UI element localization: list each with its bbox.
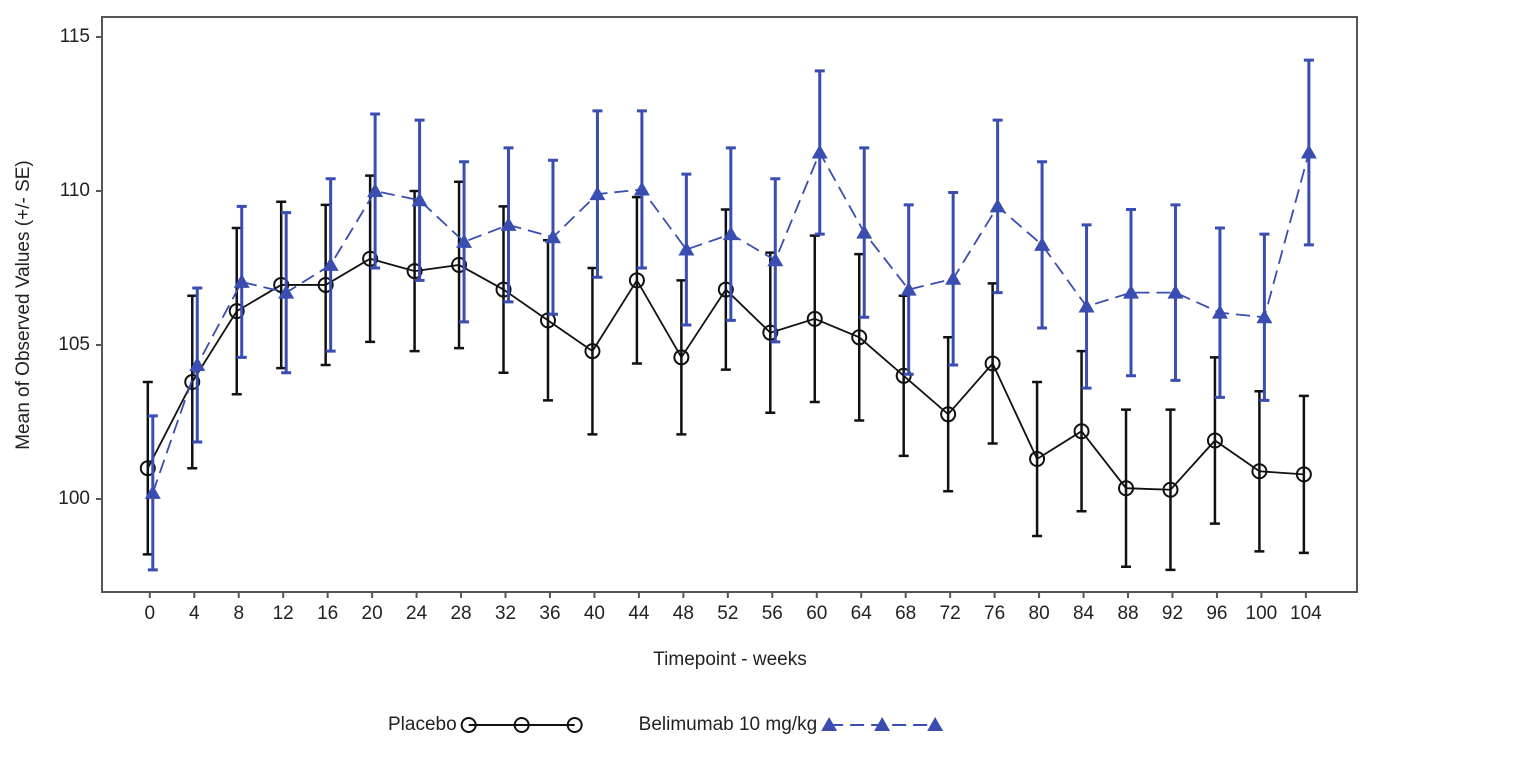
point xyxy=(184,373,201,390)
x-tick-label: 32 xyxy=(495,603,516,624)
x-tick-label: 24 xyxy=(406,603,428,624)
plot-frame xyxy=(101,16,1358,593)
point xyxy=(945,270,962,285)
point xyxy=(317,276,334,293)
y-tick-label: 100 xyxy=(58,488,90,509)
point xyxy=(811,144,828,159)
point xyxy=(1078,298,1095,313)
point xyxy=(900,281,917,296)
point xyxy=(1251,463,1268,480)
point xyxy=(989,198,1006,213)
point xyxy=(1206,432,1223,449)
point xyxy=(273,276,290,293)
x-tick-label: 40 xyxy=(584,603,605,624)
x-tick-label: 8 xyxy=(233,603,244,624)
point xyxy=(673,349,690,366)
point xyxy=(589,186,606,201)
x-tick-label: 92 xyxy=(1162,603,1183,624)
point xyxy=(362,250,379,267)
point xyxy=(584,343,601,360)
point xyxy=(1167,284,1184,299)
point xyxy=(895,367,912,384)
point xyxy=(1300,144,1317,159)
point xyxy=(228,303,245,320)
point xyxy=(767,252,784,267)
x-tick-label: 48 xyxy=(673,603,694,624)
point xyxy=(411,192,428,207)
point xyxy=(856,224,873,239)
x-tick-label: 88 xyxy=(1117,603,1138,624)
point xyxy=(1162,481,1179,498)
legend-label: Placebo xyxy=(388,714,457,735)
point xyxy=(1211,304,1228,319)
point xyxy=(1029,450,1046,467)
point xyxy=(367,183,384,198)
x-tick-label: 64 xyxy=(851,603,873,624)
x-tick-label: 4 xyxy=(189,603,200,624)
legend-label: Belimumab 10 mg/kg xyxy=(639,714,817,735)
point xyxy=(500,216,517,231)
point xyxy=(456,233,473,248)
point xyxy=(678,241,695,256)
x-tick-label: 80 xyxy=(1029,603,1050,624)
point xyxy=(722,226,739,241)
point xyxy=(628,272,645,289)
point xyxy=(762,324,779,341)
point xyxy=(1073,423,1090,440)
x-tick-label: 28 xyxy=(450,603,471,624)
x-tick-label: 36 xyxy=(539,603,560,624)
x-tick-label: 72 xyxy=(940,603,961,624)
x-tick-label: 52 xyxy=(717,603,738,624)
x-tick-label: 104 xyxy=(1290,603,1322,624)
x-tick-label: 12 xyxy=(273,603,294,624)
y-tick-label: 105 xyxy=(58,334,90,355)
point xyxy=(1295,466,1312,483)
legend-marker xyxy=(874,717,891,731)
x-axis-title: Timepoint - weeks xyxy=(653,649,806,670)
x-tick-label: 20 xyxy=(362,603,383,624)
point xyxy=(451,256,468,273)
series-line xyxy=(146,257,1304,491)
x-tick-label: 0 xyxy=(145,603,156,624)
point xyxy=(495,281,512,298)
legend-marker xyxy=(460,717,477,733)
point xyxy=(544,229,561,244)
x-tick-label: 96 xyxy=(1206,603,1227,624)
legend-marker xyxy=(513,717,530,733)
x-tick-label: 60 xyxy=(806,603,827,624)
point xyxy=(633,181,650,196)
y-axis-title: Mean of Observed Values (+/- SE) xyxy=(13,160,34,450)
y-tick-label: 115 xyxy=(60,26,90,47)
point xyxy=(984,355,1001,372)
point xyxy=(1123,284,1140,299)
point xyxy=(851,329,868,346)
point xyxy=(144,484,161,499)
point xyxy=(806,310,823,327)
x-tick-label: 16 xyxy=(317,603,338,624)
legend-marker xyxy=(566,717,583,733)
legend-marker xyxy=(927,717,944,731)
point xyxy=(717,281,734,298)
legend-marker xyxy=(821,717,838,731)
point xyxy=(233,273,250,288)
x-tick-label: 76 xyxy=(984,603,1005,624)
point xyxy=(322,256,339,271)
point xyxy=(406,263,423,280)
point xyxy=(940,406,957,423)
point xyxy=(1256,309,1273,324)
x-tick-label: 44 xyxy=(628,603,650,624)
point xyxy=(139,460,156,477)
point xyxy=(278,284,295,299)
x-tick-label: 100 xyxy=(1246,603,1278,624)
x-tick-label: 84 xyxy=(1073,603,1095,624)
point xyxy=(189,357,206,372)
x-tick-label: 68 xyxy=(895,603,916,624)
x-tick-label: 56 xyxy=(762,603,783,624)
y-tick-label: 110 xyxy=(60,180,90,201)
point xyxy=(1034,236,1051,251)
point xyxy=(1118,480,1135,497)
error-bar xyxy=(1298,394,1309,555)
